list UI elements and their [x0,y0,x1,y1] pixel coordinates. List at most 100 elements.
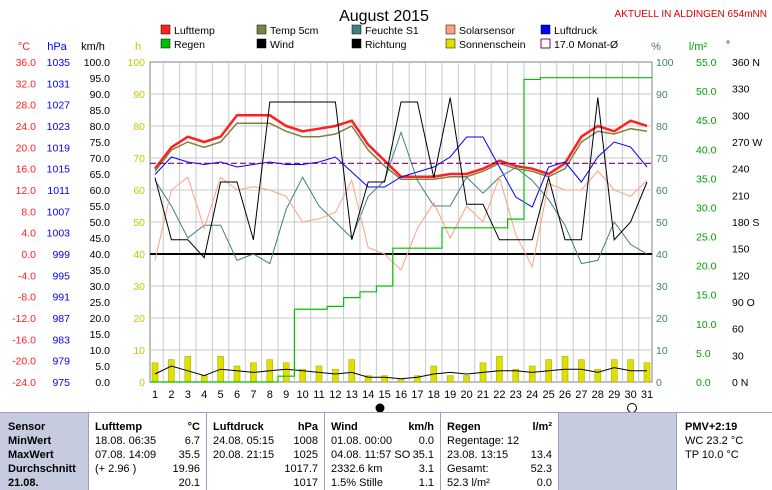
panel-wind: Wind km/h 01.08. 00:00 0.0 04.08. 11:57 SO… [324,412,440,490]
humid-tick-label: 0 [656,377,662,389]
sunshine-bar [414,375,421,383]
sun-tick-label: 90 [133,89,145,101]
humid-tick-label: 40 [656,249,668,261]
dir-tick-label: 270 W [732,137,762,149]
x-tick-label: 25 [542,389,554,401]
regen-total-label: Gesamt: [447,463,489,475]
sensor-row-min: MinWert [8,435,52,447]
wind-tick-label: 100.0 [84,57,110,69]
legend-swatch [540,38,551,49]
press-tick-label: 1019 [47,142,71,154]
rain-tick-label: 15.0 [696,290,717,302]
legend-label: Solarsensor [459,25,516,37]
legend-swatch [351,38,362,49]
weather-chart: August 2015 AKTUELL IN ALDINGEN 654mNN L… [12,8,767,412]
legend-label: Wind [270,39,294,51]
panel-regen: Regen l/m² Regentage: 12 23.08. 13:15 13.4… [440,412,558,490]
wind-unit: km/h [408,421,434,433]
axes: 36.0 32.0 28.0 24.0 20.0 16.0 12.0 8.0 4.0 0.0 -4.… [12,57,762,389]
sunshine-bar [332,368,339,383]
rain-tick-label: 50.0 [696,86,717,98]
wind-day: 1.1 [418,477,434,489]
wind-tick-label: 75.0 [90,137,111,149]
x-tick-label: 29 [608,389,620,401]
dir-tick-label: 330 [732,84,750,96]
panel-luftdruck: Luftdruck hPa 24.08. 05:15 1008 20.08. 21:… [206,412,324,490]
rain-tick-label: 35.0 [696,173,717,185]
lufttemp-avg-delta: (+ 2.96 ) [95,463,137,475]
luftdruck-head: Luftdruck [213,421,264,433]
wind-tick-label: 5.0 [95,361,110,373]
legend-swatch [160,24,171,35]
axis-headers: °C hPa km/h h % l/m² ° [18,40,730,53]
press-tick-label: 983 [52,334,70,346]
wind-distance: 2332.6 km [331,463,383,475]
wind-tick-label: 65.0 [90,169,111,181]
press-tick-label: 1015 [47,164,71,176]
temp-tick-label: 16.0 [16,164,37,176]
sun-tick-label: 40 [133,249,145,261]
humid-tick-label: 20 [656,313,668,325]
x-tick-label: 26 [559,389,571,401]
sunshine-bar [299,368,306,383]
wind-min-time: 01.08. 00:00 [331,435,393,447]
legend-swatch [256,24,267,35]
wind-tick-label: 85.0 [90,105,111,117]
sensor-row-day: 21.08. [8,477,39,489]
wind-calm: 1.5% Stille [331,477,383,489]
press-tick-label: 975 [52,377,70,389]
rain-tick-label: 45.0 [696,115,717,127]
panel-empty [558,412,676,490]
x-tick-label: 9 [283,389,289,401]
luftdruck-line [154,136,648,208]
legend: Lufttemp Temp 5cm Feuchte S1 Solarsensor Luf… [160,24,618,51]
dir-tick-label: 120 [732,270,750,282]
temp-tick-label: 4.0 [21,228,36,240]
x-tick-label: 16 [395,389,407,401]
x-tick-label: 17 [411,389,423,401]
luftdruck-day: 1017 [293,477,318,489]
wind-tick-label: 45.0 [90,233,111,245]
regen-head: Regen [447,421,481,433]
wind-tick-label: 40.0 [90,249,111,261]
x-tick-label: 18 [428,389,440,401]
chart-title: August 2015 [339,8,429,25]
wind-tick-label: 90.0 [90,89,111,101]
wind-tick-label: 70.0 [90,153,111,165]
lufttemp-unit: °C [187,421,200,433]
sun-tick-label: 50 [133,217,145,229]
sunshine-bar [446,375,454,383]
sunshine-bar [184,356,192,383]
sunshine-bar [315,365,323,383]
sunshine-bar [528,365,536,383]
x-tick-label: 14 [362,389,374,401]
sunshine-bar [643,362,651,383]
temp-tick-label: 0.0 [21,249,36,261]
dir-tick-label: 300 [732,110,750,122]
rain-tick-label: 30.0 [696,202,717,214]
humid-tick-label: 30 [656,281,668,293]
press-tick-label: 995 [52,270,70,282]
press-tick-label: 1023 [47,121,71,133]
wind-tick-label: 15.0 [90,329,111,341]
solarsensor-line [154,170,648,271]
dir-tick-label: 60 [732,324,744,336]
dir-tick-label: 180 S [732,217,759,229]
sunshine-bar [610,359,618,383]
legend-swatch [445,24,456,35]
temp-tick-label: -12.0 [12,313,36,325]
temp-tick-label: -16.0 [12,334,36,346]
rain-tick-label: 5.0 [696,348,711,360]
sunshine-bar [282,362,290,383]
lufttemp-max-time: 07.08. 14:09 [95,449,157,461]
panel-lufttemp: Lufttemp °C 18.08. 06:35 6.7 07.08. 14:09 3… [88,412,206,490]
panel-sensor: Sensor MinWert MaxWert Durchschnitt 21.0… [0,412,88,490]
wind-max-time: 04.08. 11:57 SO [331,449,411,461]
station-note: AKTUELL IN ALDINGEN 654mNN [615,9,767,20]
humid-tick-label: 50 [656,217,668,229]
legend-swatch [445,38,456,49]
wind-tick-label: 80.0 [90,121,111,133]
wind-tick-label: 25.0 [90,297,111,309]
wind-tick-label: 35.0 [90,265,111,277]
humid-tick-label: 70 [656,153,668,165]
